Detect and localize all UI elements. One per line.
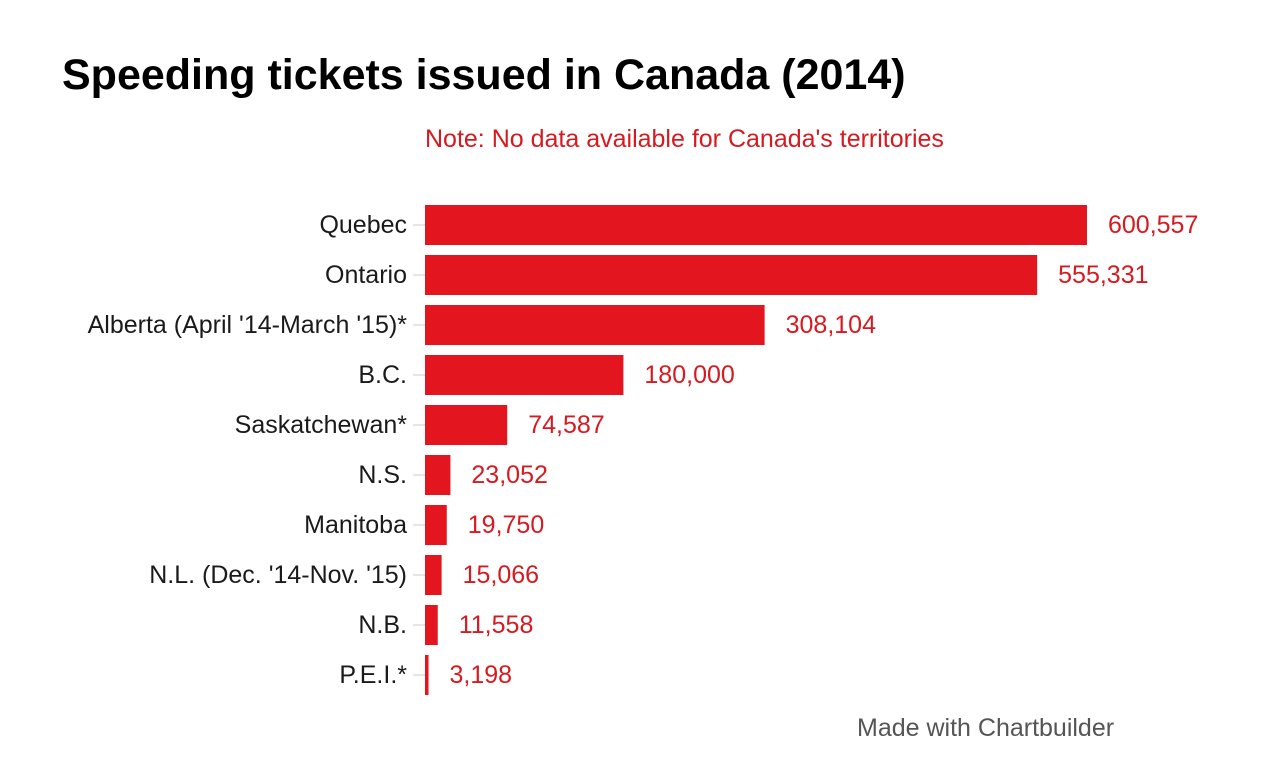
bar — [425, 655, 429, 695]
bar — [425, 305, 765, 345]
bar — [425, 605, 438, 645]
bar — [425, 355, 624, 395]
category-label: Saskatchewan* — [235, 411, 408, 439]
bar — [425, 555, 442, 595]
value-label: 600,557 — [1108, 211, 1198, 239]
value-label: 19,750 — [468, 511, 544, 539]
bar — [425, 405, 508, 445]
chart-title: Speeding tickets issued in Canada (2014) — [62, 51, 906, 99]
bar — [425, 455, 451, 495]
category-label: Ontario — [325, 261, 407, 289]
chart-note: Note: No data available for Canada's ter… — [425, 125, 944, 153]
value-label: 11,558 — [459, 611, 534, 639]
bar — [425, 255, 1038, 295]
category-label: Alberta (April '14-March '15)* — [88, 311, 408, 339]
category-label: Quebec — [319, 211, 407, 239]
category-label: P.E.I.* — [339, 661, 407, 689]
category-label: Manitoba — [304, 511, 407, 539]
value-label: 15,066 — [463, 561, 539, 589]
value-label: 23,052 — [471, 461, 547, 489]
category-label: N.L. (Dec. '14-Nov. '15) — [149, 561, 407, 589]
category-label: N.S. — [358, 461, 407, 489]
chart-credit: Made with Chartbuilder — [857, 714, 1115, 742]
value-label: 555,331 — [1058, 261, 1148, 289]
category-label: N.B. — [358, 611, 407, 639]
value-label: 180,000 — [644, 361, 734, 389]
category-label: B.C. — [358, 361, 407, 389]
value-label: 3,198 — [450, 661, 513, 689]
value-label: 74,587 — [528, 411, 604, 439]
bar — [425, 205, 1087, 245]
value-label: 308,104 — [786, 311, 876, 339]
bar — [425, 505, 447, 545]
